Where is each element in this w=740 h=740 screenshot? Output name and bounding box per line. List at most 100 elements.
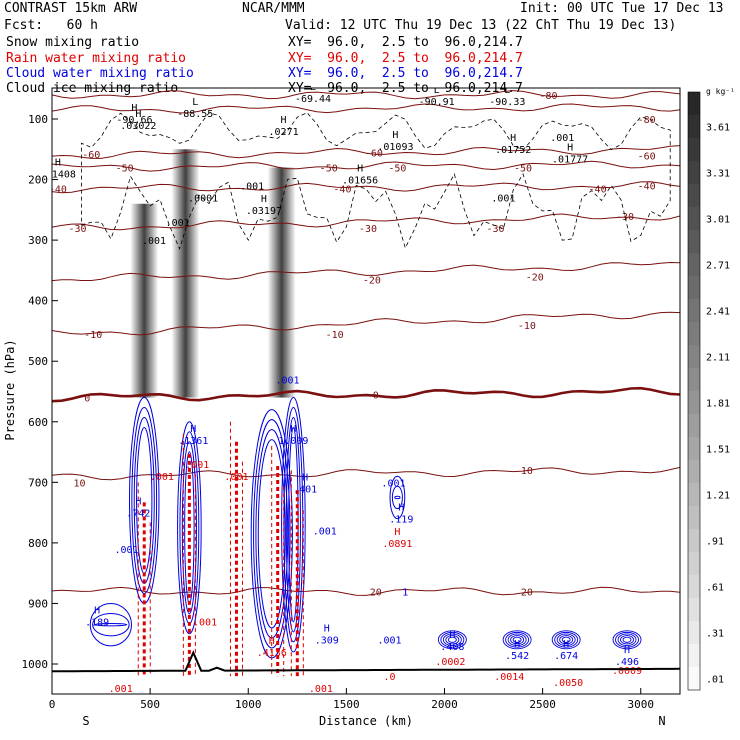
cloud-water-low-3-4: [622, 636, 632, 643]
cloud-water-low-2-3: [559, 635, 574, 645]
cloud-ice-label-kind-10: H: [55, 157, 61, 168]
cloud-water-contour-0-2: [133, 417, 155, 584]
colorbar-segment-1: [688, 115, 700, 139]
x-tick-label-4: 2000: [431, 698, 458, 711]
cloud-water-low-3-0: [612, 630, 642, 650]
isotherm-label-10: -40: [333, 185, 351, 196]
cloud-water-label-value-4: .001: [381, 478, 405, 489]
cloud-water-low-1-3: [510, 635, 525, 645]
cloud-water-contour-3-0: [281, 397, 306, 653]
x-tick-label-3: 1500: [333, 698, 360, 711]
cloud-water-label-value-16: 1: [402, 587, 408, 598]
cloud-water-low-3-2: [617, 633, 637, 647]
isotherm-label-21: -10: [518, 321, 536, 332]
cloud-water-low-0-4: [447, 636, 457, 643]
cloud-water-label-kind-0: H: [190, 424, 196, 435]
snow-column-0: [130, 203, 159, 398]
cloud-water-low-3-1: [615, 631, 639, 648]
isotherm-label-26: 20: [370, 587, 382, 598]
field-name-cloud-water: Cloud water mixing ratio: [6, 66, 194, 81]
y-tick-label-7: 800: [28, 537, 48, 550]
cloud-ice-label-kind-0: L: [310, 82, 316, 93]
cloud-water-label-value-0: .1361: [178, 436, 208, 447]
rain-water-label-value-6: .001: [109, 684, 133, 695]
isotherm-label-20: -10: [326, 330, 344, 341]
cloud-water-label-value-2: .001: [275, 375, 299, 386]
cloud-water-label-kind-9: H: [94, 606, 100, 617]
colorbar-segment-11: [688, 345, 700, 369]
rain-water-label-value-5: .4136: [257, 648, 287, 659]
cloud-ice-label-value-16: .001: [491, 194, 515, 205]
colorbar-segment-8: [688, 276, 700, 300]
cloud-water-contour-5-1: [92, 612, 130, 637]
cloud-ice-label-kind-8: H: [510, 133, 516, 144]
isotherm-label-16: -30: [616, 212, 634, 223]
isotherm-label-8: -50: [514, 163, 532, 174]
cloud-water-low-0-3: [445, 635, 460, 645]
isotherm--20: [52, 261, 680, 282]
valid-time: Valid: 12 UTC Thu 19 Dec 13 (22 ChT Thu …: [285, 18, 677, 33]
cloud-water-label-kind-1: H: [290, 424, 296, 435]
cloud-ice-label-value-7: .01093: [377, 142, 413, 153]
isotherm-label-15: -30: [486, 224, 504, 235]
colorbar-label-1: 3.31: [706, 169, 730, 180]
cloud-ice-label-kind-12: H: [261, 194, 267, 205]
cloud-water-label-value-15: .496: [615, 657, 639, 668]
field-xy-rain: XY= 96.0, 2.5 to 96.0,214.7: [288, 51, 523, 66]
isotherm-label-5: -50: [116, 163, 134, 174]
cloud-ice-label-kind-3: L: [192, 97, 198, 108]
colorbar-unit: g kg⁻¹: [706, 87, 735, 96]
cloud-ice-label-value-1: -90.91: [419, 97, 455, 108]
cloud-ice-label-value-11: .01656: [342, 176, 378, 187]
cloud-ice-label-value-12: .03197: [246, 206, 282, 217]
colorbar-label-0: 3.61: [706, 123, 730, 134]
cloud-ice-label-kind-5: H: [135, 109, 141, 120]
colorbar-segment-6: [688, 230, 700, 254]
cloud-water-label-value-8: .001: [313, 527, 337, 538]
isotherm-0: [52, 386, 680, 403]
y-tick-label-6: 700: [28, 476, 48, 489]
cloud-water-low-1-2: [507, 633, 527, 647]
y-tick-label-0: 100: [28, 113, 48, 126]
isotherm-label-12: -40: [638, 182, 656, 193]
cloud-water-label-kind-5: H: [398, 503, 404, 514]
isotherm-label-9: -40: [49, 185, 67, 196]
cloud-water-label-kind-12: H: [449, 630, 455, 641]
rain-water-label-value-2: .001: [224, 472, 248, 483]
colorbar-segment-22: [688, 598, 700, 622]
isotherm-label-27: 20: [521, 587, 533, 598]
colorbar-segment-15: [688, 437, 700, 461]
colorbar-segment-7: [688, 253, 700, 277]
y-tick-label-5: 600: [28, 416, 48, 429]
colorbar-segment-25: [688, 667, 700, 691]
y-tick-label-2: 300: [28, 234, 48, 247]
colorbar-segment-20: [688, 552, 700, 576]
cloud-water-contour-3-2: [285, 417, 301, 633]
cloud-water-low-3-3: [620, 635, 634, 645]
terrain-line: [52, 650, 680, 673]
y-tick-label-3: 400: [28, 295, 48, 308]
cloud-ice-label-kind-9: H: [567, 142, 573, 153]
isotherm-label-0: -80: [539, 91, 557, 102]
cloud-water-low-1-0: [502, 630, 532, 650]
cloud-water-label-value-5: .119: [389, 515, 413, 526]
cloud-water-label-value-1: 1.009: [278, 436, 308, 447]
isotherm-label-23: 0: [373, 391, 379, 402]
cloud-water-low-1-1: [505, 631, 530, 648]
cloud-ice-label-value-18: .001: [142, 236, 166, 247]
cloud-water-low-0-1: [440, 631, 465, 648]
y-axis-label: Pressure (hPa): [3, 339, 17, 440]
cloud-ice-label-value-8: .01752: [495, 145, 531, 156]
cloud-water-label-value-3: .401: [293, 484, 317, 495]
cloud-water-label-value-6: .742: [126, 509, 150, 520]
plot-frame: [51, 87, 681, 695]
cloud-water-label-value-14: .674: [554, 651, 578, 662]
colorbar-label-5: 2.11: [706, 353, 730, 364]
isotherm--10: [52, 311, 680, 336]
cloud-water-label-value-10: .309: [315, 636, 339, 647]
cloud-water-label-kind-3: H: [302, 472, 308, 483]
colorbar-segment-0: [688, 92, 700, 116]
colorbar-segment-4: [688, 184, 700, 208]
colorbar-label-11: .31: [706, 629, 724, 640]
x-tick-label-0: 0: [49, 698, 56, 711]
